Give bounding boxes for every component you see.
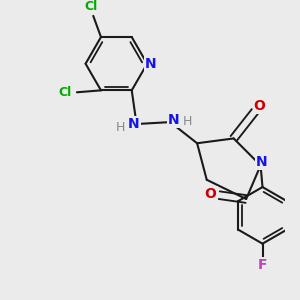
Text: N: N bbox=[168, 113, 180, 127]
Text: H: H bbox=[116, 122, 125, 134]
Text: N: N bbox=[256, 154, 267, 169]
Text: O: O bbox=[205, 187, 217, 201]
Text: Cl: Cl bbox=[85, 0, 98, 13]
Text: N: N bbox=[128, 117, 140, 131]
Text: O: O bbox=[254, 99, 266, 113]
Text: Cl: Cl bbox=[59, 86, 72, 99]
Text: F: F bbox=[258, 258, 267, 272]
Text: H: H bbox=[183, 115, 192, 128]
Text: N: N bbox=[145, 57, 157, 71]
